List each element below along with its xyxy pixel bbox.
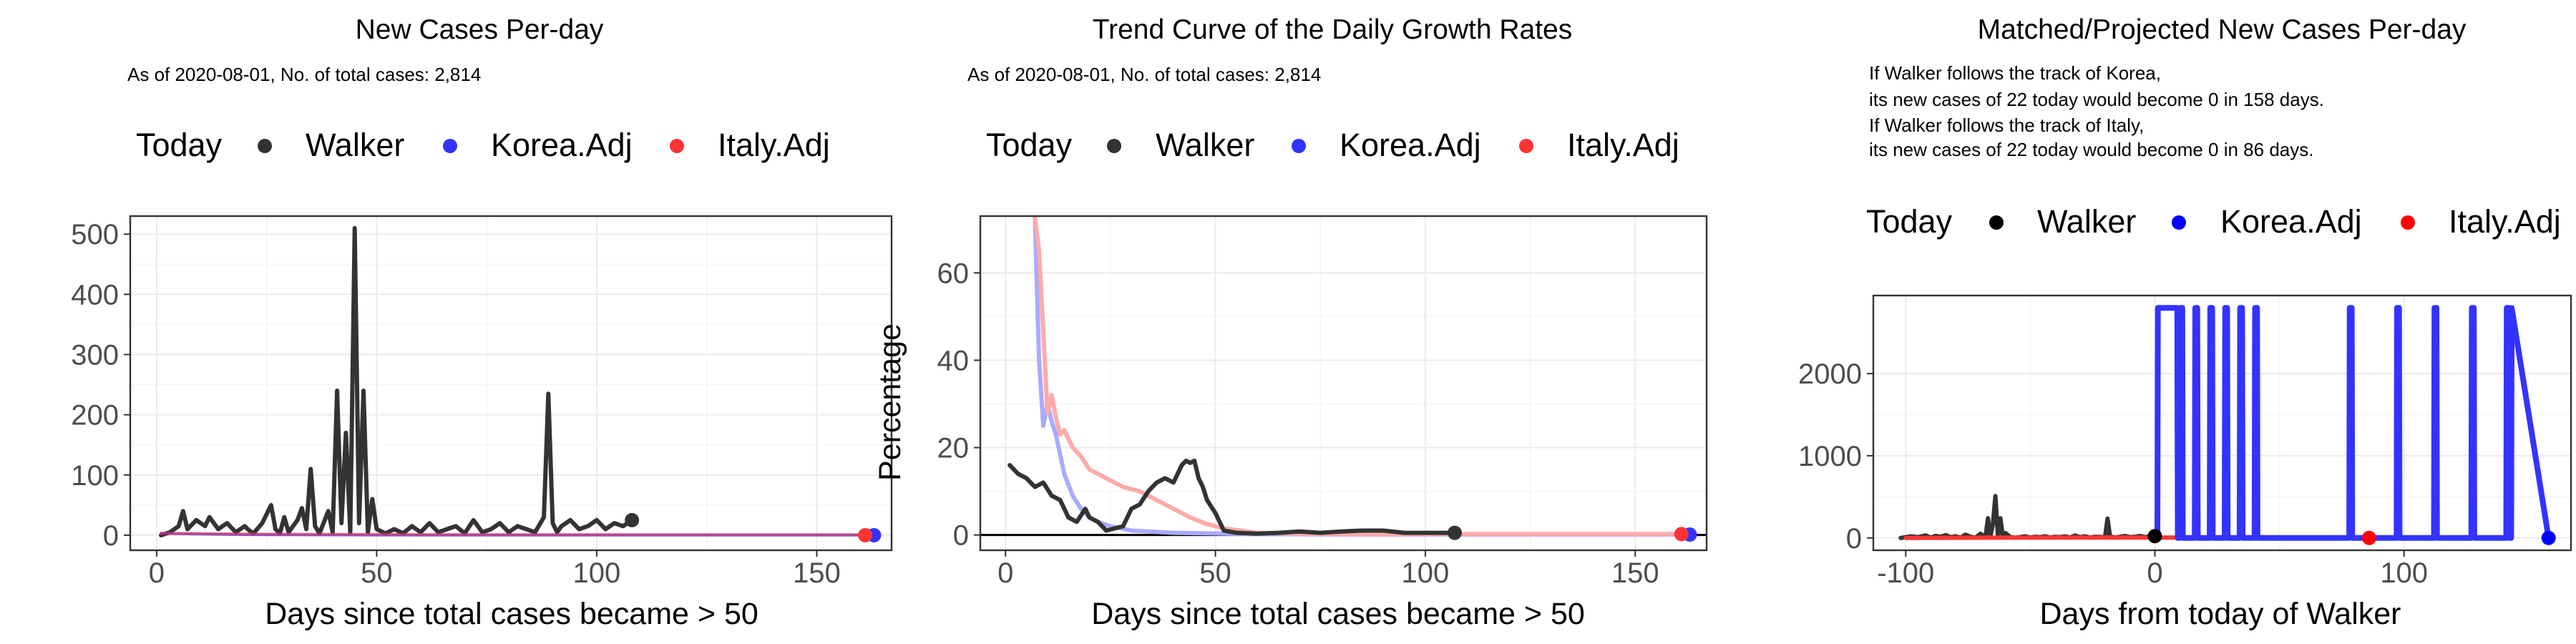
chart-title: Matched/Projected New Cases Per-day	[1978, 14, 2467, 45]
series-line-italy-adj	[1033, 216, 1684, 537]
legend-marker-italy	[2401, 215, 2415, 230]
legend-title: Today	[1866, 203, 1953, 240]
x-tick-label: 50	[361, 557, 393, 589]
today-point-italy-adj	[1674, 527, 1689, 542]
legend-title: Today	[986, 127, 1073, 163]
panel-border	[1872, 294, 2572, 552]
series-lines	[1898, 305, 2552, 541]
series-line-walker	[159, 225, 635, 537]
series-line-walker	[1008, 458, 1457, 536]
series-line-walker	[1898, 494, 2157, 540]
y-tick-label: 0	[1846, 523, 1862, 555]
chart-title: Trend Curve of the Daily Growth Rates	[1093, 14, 1572, 45]
annotation-block: If Walker follows the track of Korea, it…	[1869, 62, 2324, 160]
x-tick-label: 150	[1611, 557, 1659, 589]
x-tick-label: 150	[793, 557, 841, 589]
y-tick-label: 0	[103, 520, 119, 552]
y-tick-label: 2000	[1798, 358, 1862, 390]
annotation-line: If Walker follows the track of Korea,	[1869, 62, 2161, 84]
series-line-italy-adj	[160, 532, 867, 537]
series-lines	[159, 225, 876, 537]
today-point-walker	[1447, 525, 1462, 540]
x-tick-label: 100	[1402, 557, 1450, 589]
legend: Today Walker Korea.Adj Italy.Adj	[1866, 203, 2561, 240]
legend-label-korea: Korea.Adj	[1340, 127, 1481, 163]
legend-title: Today	[136, 127, 223, 163]
x-tick-label: 0	[2147, 557, 2162, 589]
legend-marker-walker	[1989, 215, 2004, 230]
legend-label-walker: Walker	[2037, 203, 2136, 240]
series-lines	[1008, 216, 1692, 537]
chart-panel-growth-rates: Trend Curve of the Daily Growth Rates As…	[873, 14, 1708, 631]
chart-title: New Cases Per-day	[356, 14, 604, 45]
annotation-line: its new cases of 22 today would become 0…	[1869, 139, 2313, 160]
today-point-korea-adj	[2541, 530, 2556, 545]
y-tick-label: 500	[71, 219, 119, 250]
legend-marker-walker	[258, 139, 272, 153]
legend-marker-italy	[670, 139, 684, 153]
gridlines	[130, 216, 892, 550]
legend-label-korea: Korea.Adj	[491, 127, 633, 163]
legend-marker-korea	[1292, 139, 1306, 153]
x-tick-label: 50	[1199, 557, 1231, 589]
chart-subtitle: As of 2020-08-01, No. of total cases: 2,…	[127, 64, 481, 85]
y-tick-label: 40	[937, 345, 970, 376]
legend-marker-walker	[1107, 139, 1121, 153]
series-line-korea-adj	[1033, 216, 1692, 537]
legend-label-walker: Walker	[306, 127, 404, 163]
panel-border	[129, 215, 893, 552]
legend: Today Walker Korea.Adj Italy.Adj	[136, 127, 830, 163]
y-tick-label: 400	[71, 279, 119, 311]
x-tick-label: 100	[2380, 557, 2428, 589]
today-point-walker	[2147, 529, 2162, 544]
plot-area: 0 50 100 150 0 20 40 60	[937, 215, 1708, 589]
legend-label-korea: Korea.Adj	[2220, 203, 2362, 240]
y-tick-label: 200	[71, 400, 119, 431]
x-tick-label: 0	[149, 557, 165, 589]
today-point-walker	[625, 512, 640, 527]
legend-marker-korea	[2172, 215, 2186, 230]
chart-subtitle: As of 2020-08-01, No. of total cases: 2,…	[967, 64, 1321, 85]
x-axis-label: Days since total cases became > 50	[265, 597, 758, 631]
series-line-korea-adj	[2152, 305, 2552, 541]
gridlines	[980, 216, 1707, 550]
legend-label-italy: Italy.Adj	[1567, 127, 1679, 163]
x-tick-label: 100	[573, 557, 621, 589]
x-axis-label: Days from today of Walker	[2040, 597, 2401, 631]
today-point-italy-adj	[2361, 530, 2376, 545]
legend-marker-italy	[1519, 139, 1533, 153]
annotation-line: If Walker follows the track of Italy,	[1869, 114, 2144, 136]
y-tick-label: 300	[71, 340, 119, 371]
x-tick-label: -100	[1877, 557, 1934, 589]
y-axis-label: Percentage	[873, 323, 907, 481]
y-tick-label: 0	[953, 520, 969, 552]
legend-label-italy: Italy.Adj	[2449, 203, 2561, 240]
legend-label-walker: Walker	[1156, 127, 1254, 163]
today-point-italy-adj	[858, 527, 873, 542]
chart-panel-new-cases: New Cases Per-day As of 2020-08-01, No. …	[71, 14, 893, 631]
y-tick-label: 1000	[1798, 441, 1862, 472]
y-tick-label: 60	[937, 258, 970, 289]
plot-area: 0 50 100 150 0 100 200 300 400 500	[71, 215, 893, 589]
legend-label-italy: Italy.Adj	[718, 127, 830, 163]
legend-marker-korea	[443, 139, 457, 153]
legend: Today Walker Korea.Adj Italy.Adj	[986, 127, 1679, 163]
x-axis-label: Days since total cases became > 50	[1091, 597, 1585, 631]
annotation-line: its new cases of 22 today would become 0…	[1869, 89, 2324, 110]
y-tick-label: 20	[937, 433, 970, 464]
panel-border	[979, 215, 1708, 552]
x-tick-label: 0	[997, 557, 1013, 589]
y-tick-label: 100	[71, 460, 119, 492]
chart-panel-projected: Matched/Projected New Cases Per-day If W…	[1798, 14, 2572, 631]
